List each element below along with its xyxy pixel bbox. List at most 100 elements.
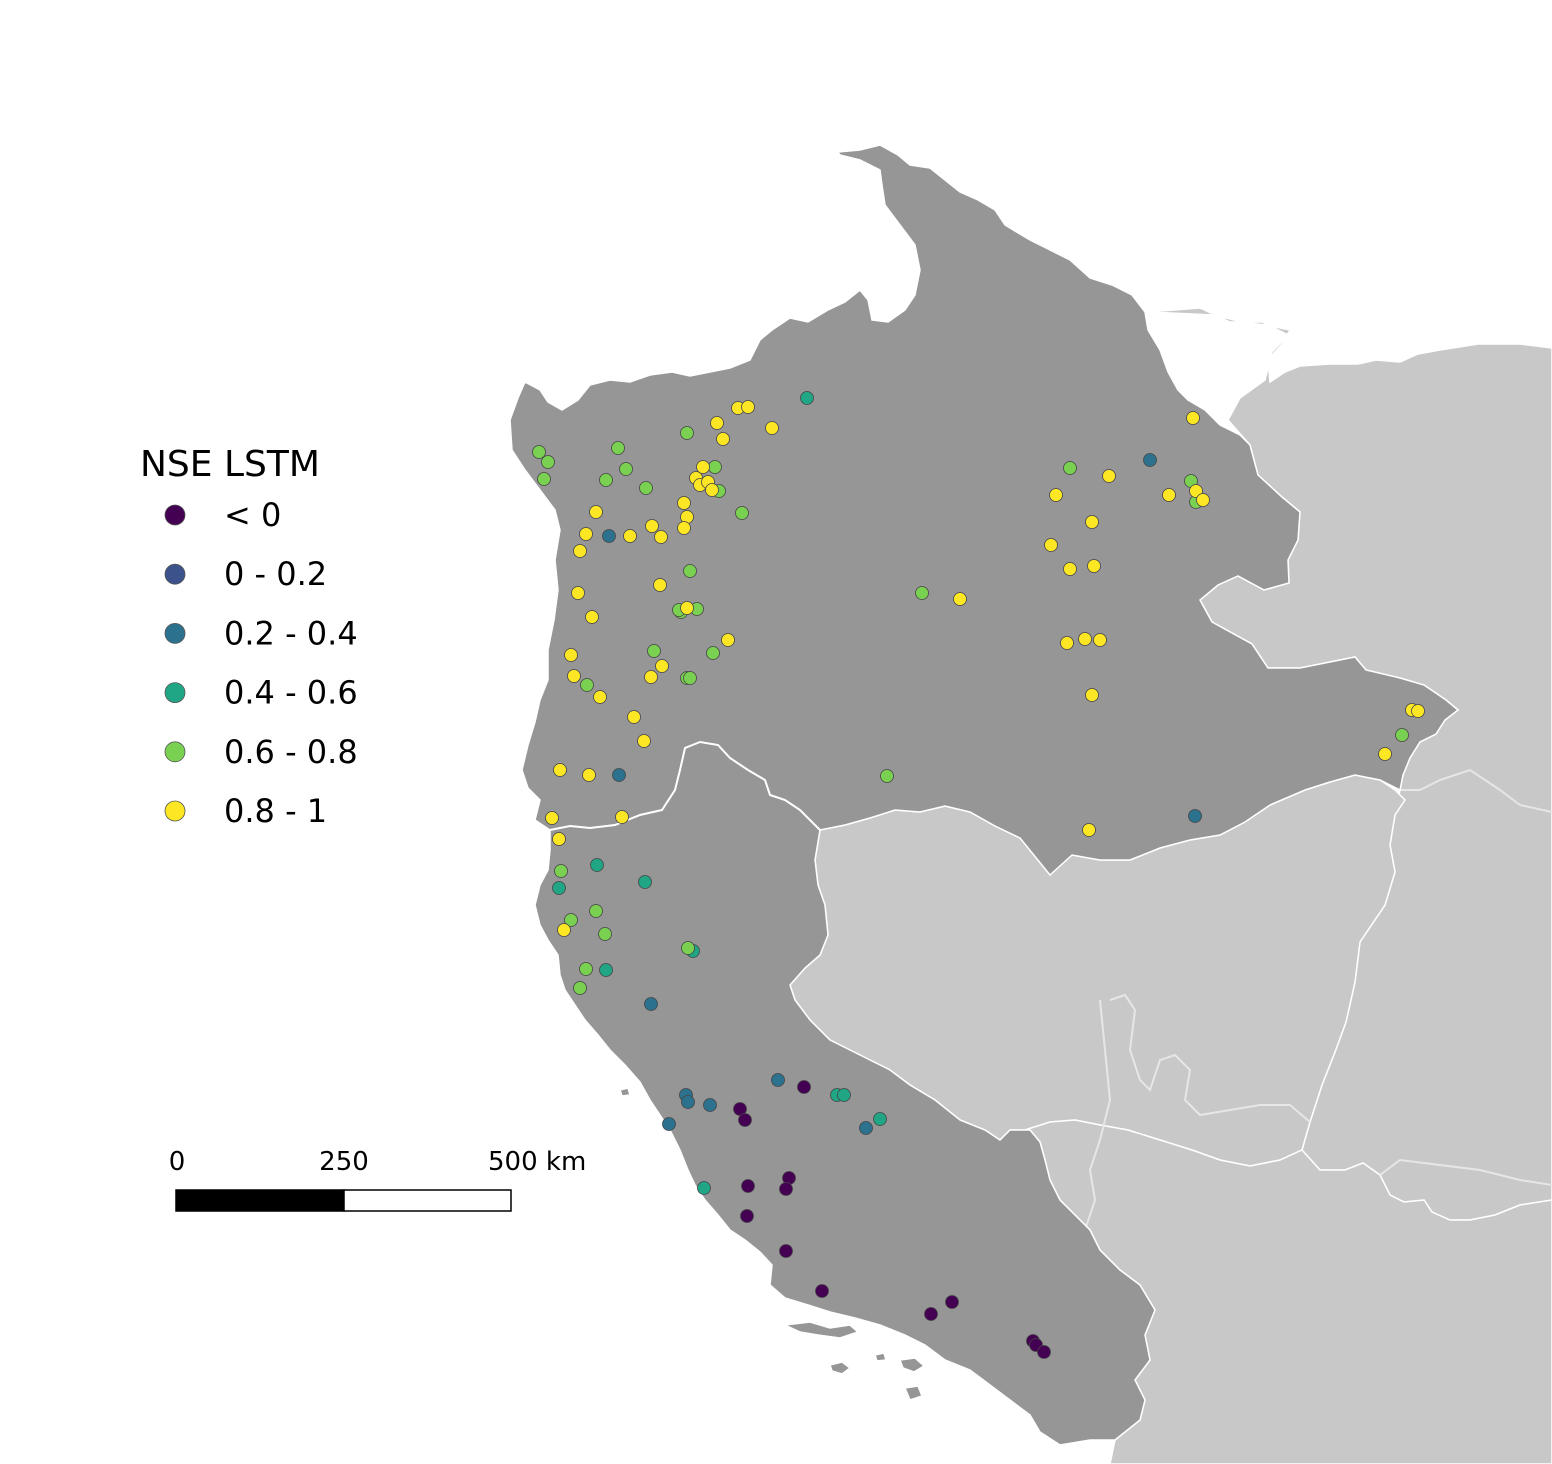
gauge-station-point [1411, 704, 1425, 718]
gauge-station-point [552, 832, 566, 846]
gauge-station-point [779, 1182, 793, 1196]
gauge-station-point [653, 578, 667, 592]
gauge-station-point [873, 1112, 887, 1126]
gauge-station-point [681, 941, 695, 955]
gauge-station-point [545, 811, 559, 825]
island [619, 1087, 631, 1097]
gauge-station-point [1085, 688, 1099, 702]
gauge-station-point [696, 460, 710, 474]
gauge-station-point [1085, 515, 1099, 529]
scale-bar-white-segment [343, 1189, 512, 1212]
gauge-station-point [599, 473, 613, 487]
gauge-station-point [953, 592, 967, 606]
gauge-station-point [655, 659, 669, 673]
gauge-station-point [945, 1295, 959, 1309]
scale-bar: 0 250 500 km [169, 1147, 586, 1212]
gauge-station-point [567, 669, 581, 683]
gauge-station-point [552, 881, 566, 895]
gauge-station-point [779, 1244, 793, 1258]
legend-swatch [164, 682, 186, 703]
gauge-station-point [1102, 469, 1116, 483]
gauge-station-point [615, 810, 629, 824]
island [903, 1385, 923, 1401]
gauge-station-point [1078, 632, 1092, 646]
legend-label: 0.6 - 0.8 [224, 733, 358, 771]
gauge-station-point [680, 601, 694, 615]
gauge-station-point [859, 1121, 873, 1135]
gauge-station-point [1196, 493, 1210, 507]
gauge-station-point [924, 1307, 938, 1321]
gauge-station-point [1060, 636, 1074, 650]
island [874, 1352, 887, 1362]
gauge-station-point [638, 875, 652, 889]
island [898, 1357, 926, 1373]
gauge-station-point [880, 769, 894, 783]
gauge-station-point [573, 544, 587, 558]
gauge-station-point [1037, 1345, 1051, 1359]
gauge-station-point [741, 400, 755, 414]
legend-label: 0.4 - 0.6 [224, 674, 358, 712]
gauge-station-point [1063, 461, 1077, 475]
gauge-station-point [639, 481, 653, 495]
scale-label-250: 250 [319, 1147, 369, 1177]
gauge-station-point [541, 455, 555, 469]
boundary-line [1084, 999, 1112, 1231]
gauge-station-point [677, 496, 691, 510]
gauge-station-point [1087, 559, 1101, 573]
gauge-station-point [800, 391, 814, 405]
gauge-station-point [611, 441, 625, 455]
study-region-north [509, 144, 1460, 877]
legend-label: 0.8 - 1 [224, 792, 327, 830]
gauge-station-point [740, 1209, 754, 1223]
island [782, 1321, 860, 1339]
gauge-station-point [797, 1080, 811, 1094]
gauge-station-point [1082, 823, 1096, 837]
gauge-station-point [644, 997, 658, 1011]
legend-items: < 0 0 - 0.2 0.2 - 0.4 0.4 - 0.6 0.6 - 0.8 0.8… [164, 496, 358, 830]
gauge-station-point [716, 432, 730, 446]
gauge-station-point [612, 768, 626, 782]
gauge-station-point [564, 648, 578, 662]
gauge-station-point [579, 527, 593, 541]
gauge-station-point [1378, 747, 1392, 761]
gauge-station-point [644, 670, 658, 684]
legend-swatch [164, 623, 186, 644]
gauge-station-point [573, 981, 587, 995]
gauge-station-point [557, 923, 571, 937]
gauge-station-point [1049, 488, 1063, 502]
gauge-station-point [1143, 453, 1157, 467]
gauge-station-point [1162, 488, 1176, 502]
gauge-station-point [677, 521, 691, 535]
gauge-station-point [590, 858, 604, 872]
gauge-station-point [1044, 538, 1058, 552]
gauge-station-point [564, 913, 578, 927]
scale-bar-black-segment [175, 1189, 345, 1212]
legend-title: NSE LSTM [140, 444, 320, 485]
gauge-station-point [706, 646, 720, 660]
gauge-station-point [735, 506, 749, 520]
boundary-line [1400, 768, 1552, 813]
gauge-station-point [647, 644, 661, 658]
legend-swatch [164, 504, 186, 526]
gauge-station-point [623, 529, 637, 543]
scale-label-0: 0 [169, 1147, 186, 1177]
gauge-station-point [703, 1098, 717, 1112]
gauge-station-point [697, 1181, 711, 1195]
gauge-station-point [553, 763, 567, 777]
gauge-station-point [619, 462, 633, 476]
gauge-station-point [571, 586, 585, 600]
gauge-station-point [837, 1088, 851, 1102]
gauge-station-point [554, 864, 568, 878]
gauge-station-point [627, 710, 641, 724]
legend: NSE LSTM < 0 0 - 0.2 0.2 - 0.4 0.4 - 0.6 0.6… [140, 444, 358, 830]
legend-label: 0 - 0.2 [224, 555, 327, 593]
gauge-station-point [532, 445, 546, 459]
gauge-station-point [815, 1284, 829, 1298]
gauge-station-point [680, 426, 694, 440]
gauge-station-point [589, 505, 603, 519]
gauge-station-point [537, 472, 551, 486]
gauge-station-point [654, 530, 668, 544]
gauge-station-point [721, 633, 735, 647]
scale-label-500: 500 km [488, 1147, 586, 1177]
study-region-internal-boundary [549, 740, 821, 831]
